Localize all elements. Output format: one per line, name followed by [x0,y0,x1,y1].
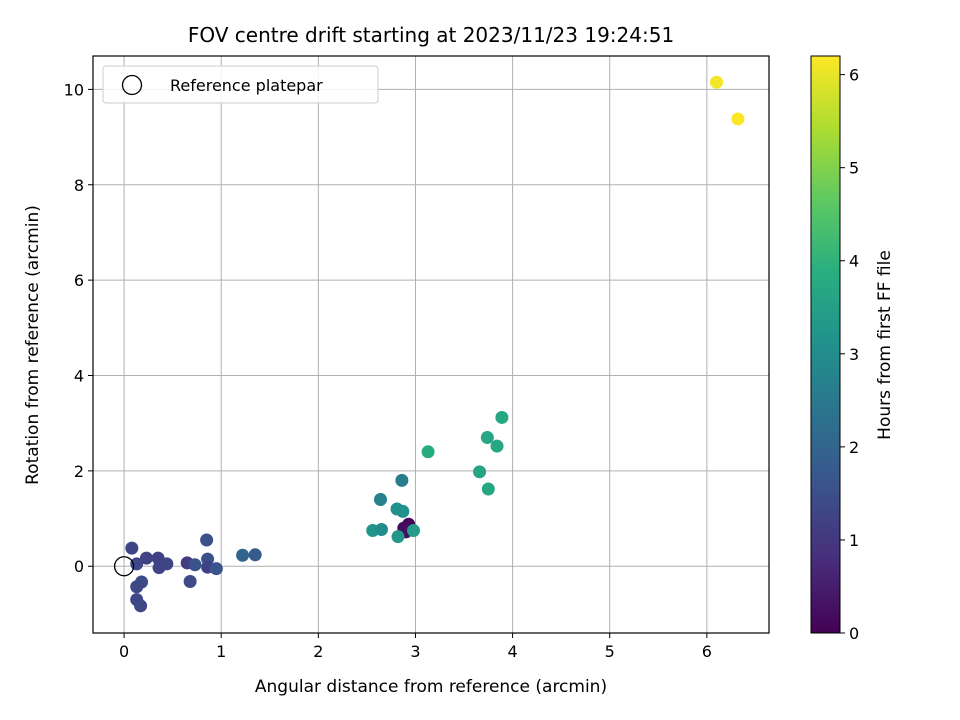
x-tick-label: 0 [119,642,129,661]
x-axis-label: Angular distance from reference (arcmin) [255,677,607,697]
x-axis-ticks: 0 1 2 3 4 5 6 [119,633,712,661]
reference-platepar-marker [113,556,135,577]
data-point [134,599,148,613]
legend-box [102,65,379,104]
data-point [125,541,139,555]
y-tick-label: 0 [74,557,84,576]
y-tick-label: 2 [74,462,84,481]
data-point [139,551,153,565]
colorbar-gradient [810,55,841,634]
y-axis-ticks: 0 2 4 6 8 10 [64,80,93,576]
x-tick-label: 5 [605,642,615,661]
legend-entry-reference-platepar: Reference platepar [170,76,323,95]
colorbar: 0 1 2 3 4 5 6 Hours from first FF file [810,55,895,643]
x-tick-label: 1 [216,642,226,661]
x-tick-label: 2 [313,642,323,661]
chart-title: FOV centre drift starting at 2023/11/23 … [188,23,674,47]
y-tick-label: 6 [74,271,84,290]
data-point [188,558,202,572]
colorbar-tick-label: 3 [849,345,859,364]
grid-lines [93,56,769,633]
data-points [113,75,745,613]
y-tick-label: 8 [74,176,84,195]
colorbar-tick-label: 6 [849,66,859,85]
data-point [373,492,387,506]
x-tick-label: 3 [410,642,420,661]
colorbar-tick-label: 0 [849,624,859,643]
y-tick-label: 4 [74,366,84,385]
data-point [473,465,487,479]
colorbar-tick-label: 2 [849,438,859,457]
colorbar-label: Hours from first FF file [875,250,895,440]
data-point [495,410,509,424]
legend: Reference platepar [102,65,379,104]
colorbar-ticks: 0 1 2 3 4 5 6 [840,66,859,643]
data-point [391,530,405,544]
data-point [183,574,197,588]
colorbar-tick-label: 4 [849,252,859,271]
data-point [421,445,435,459]
data-point [710,75,724,89]
data-point [248,548,262,562]
legend-marker-open-circle [121,74,143,96]
data-point [480,430,494,444]
data-point [395,473,409,487]
data-point [209,562,223,576]
colorbar-tick-label: 1 [849,531,859,550]
plot-frame [92,55,770,634]
data-point [236,548,250,562]
data-point [152,561,166,575]
x-tick-label: 4 [507,642,517,661]
data-point [481,482,495,496]
data-point [490,439,504,453]
data-point [130,580,144,594]
y-tick-label: 10 [64,80,84,99]
colorbar-tick-label: 5 [849,159,859,178]
data-point [407,523,421,537]
data-point [374,523,388,537]
data-point [200,533,214,547]
y-axis-label: Rotation from reference (arcmin) [23,205,43,485]
x-tick-label: 6 [702,642,712,661]
data-point [731,112,745,126]
data-point [396,504,410,518]
